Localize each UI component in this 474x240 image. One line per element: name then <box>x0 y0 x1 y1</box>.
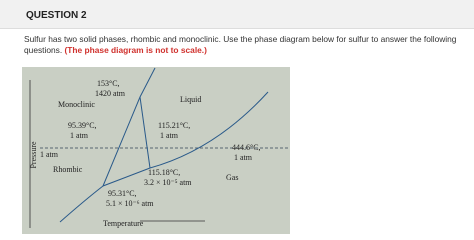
question-header: QUESTION 2 <box>0 0 474 29</box>
region-label: Liquid <box>180 95 201 104</box>
region-label: Monoclinic <box>58 100 95 109</box>
region-label: Rhombic <box>53 165 83 174</box>
point-temperature: 153°C, <box>97 79 120 88</box>
one-atm-label: 1 atm <box>40 150 59 159</box>
point-pressure: 5.1 × 10⁻⁶ atm <box>106 199 154 208</box>
diagram-background <box>22 67 290 234</box>
point-pressure: 1 atm <box>160 131 179 140</box>
point-temperature: 95.39°C, <box>68 121 97 130</box>
question-body: Sulfur has two solid phases, rhombic and… <box>24 34 457 55</box>
point-temperature: 115.21°C, <box>158 121 190 130</box>
monoclinic-liquid-boundary <box>139 96 151 169</box>
question-note: (The phase diagram is not to scale.) <box>64 45 207 55</box>
question-text: Sulfur has two solid phases, rhombic and… <box>24 34 464 56</box>
point-pressure: 1 atm <box>234 153 253 162</box>
point-temperature: 444.6°C, <box>232 143 261 152</box>
y-axis-label: Pressure <box>29 141 38 169</box>
point-pressure: 1420 atm <box>95 89 126 98</box>
point-temperature: 95.31°C, <box>108 189 137 198</box>
region-label: Gas <box>226 173 238 182</box>
question-title: QUESTION 2 <box>26 10 87 21</box>
vapor-curve <box>59 91 269 223</box>
point-pressure: 3.2 × 10⁻⁵ atm <box>144 178 192 187</box>
point-temperature: 115.18°C, <box>148 168 180 177</box>
point-pressure: 1 atm <box>70 131 89 140</box>
x-axis-label: Temperature <box>103 219 144 228</box>
